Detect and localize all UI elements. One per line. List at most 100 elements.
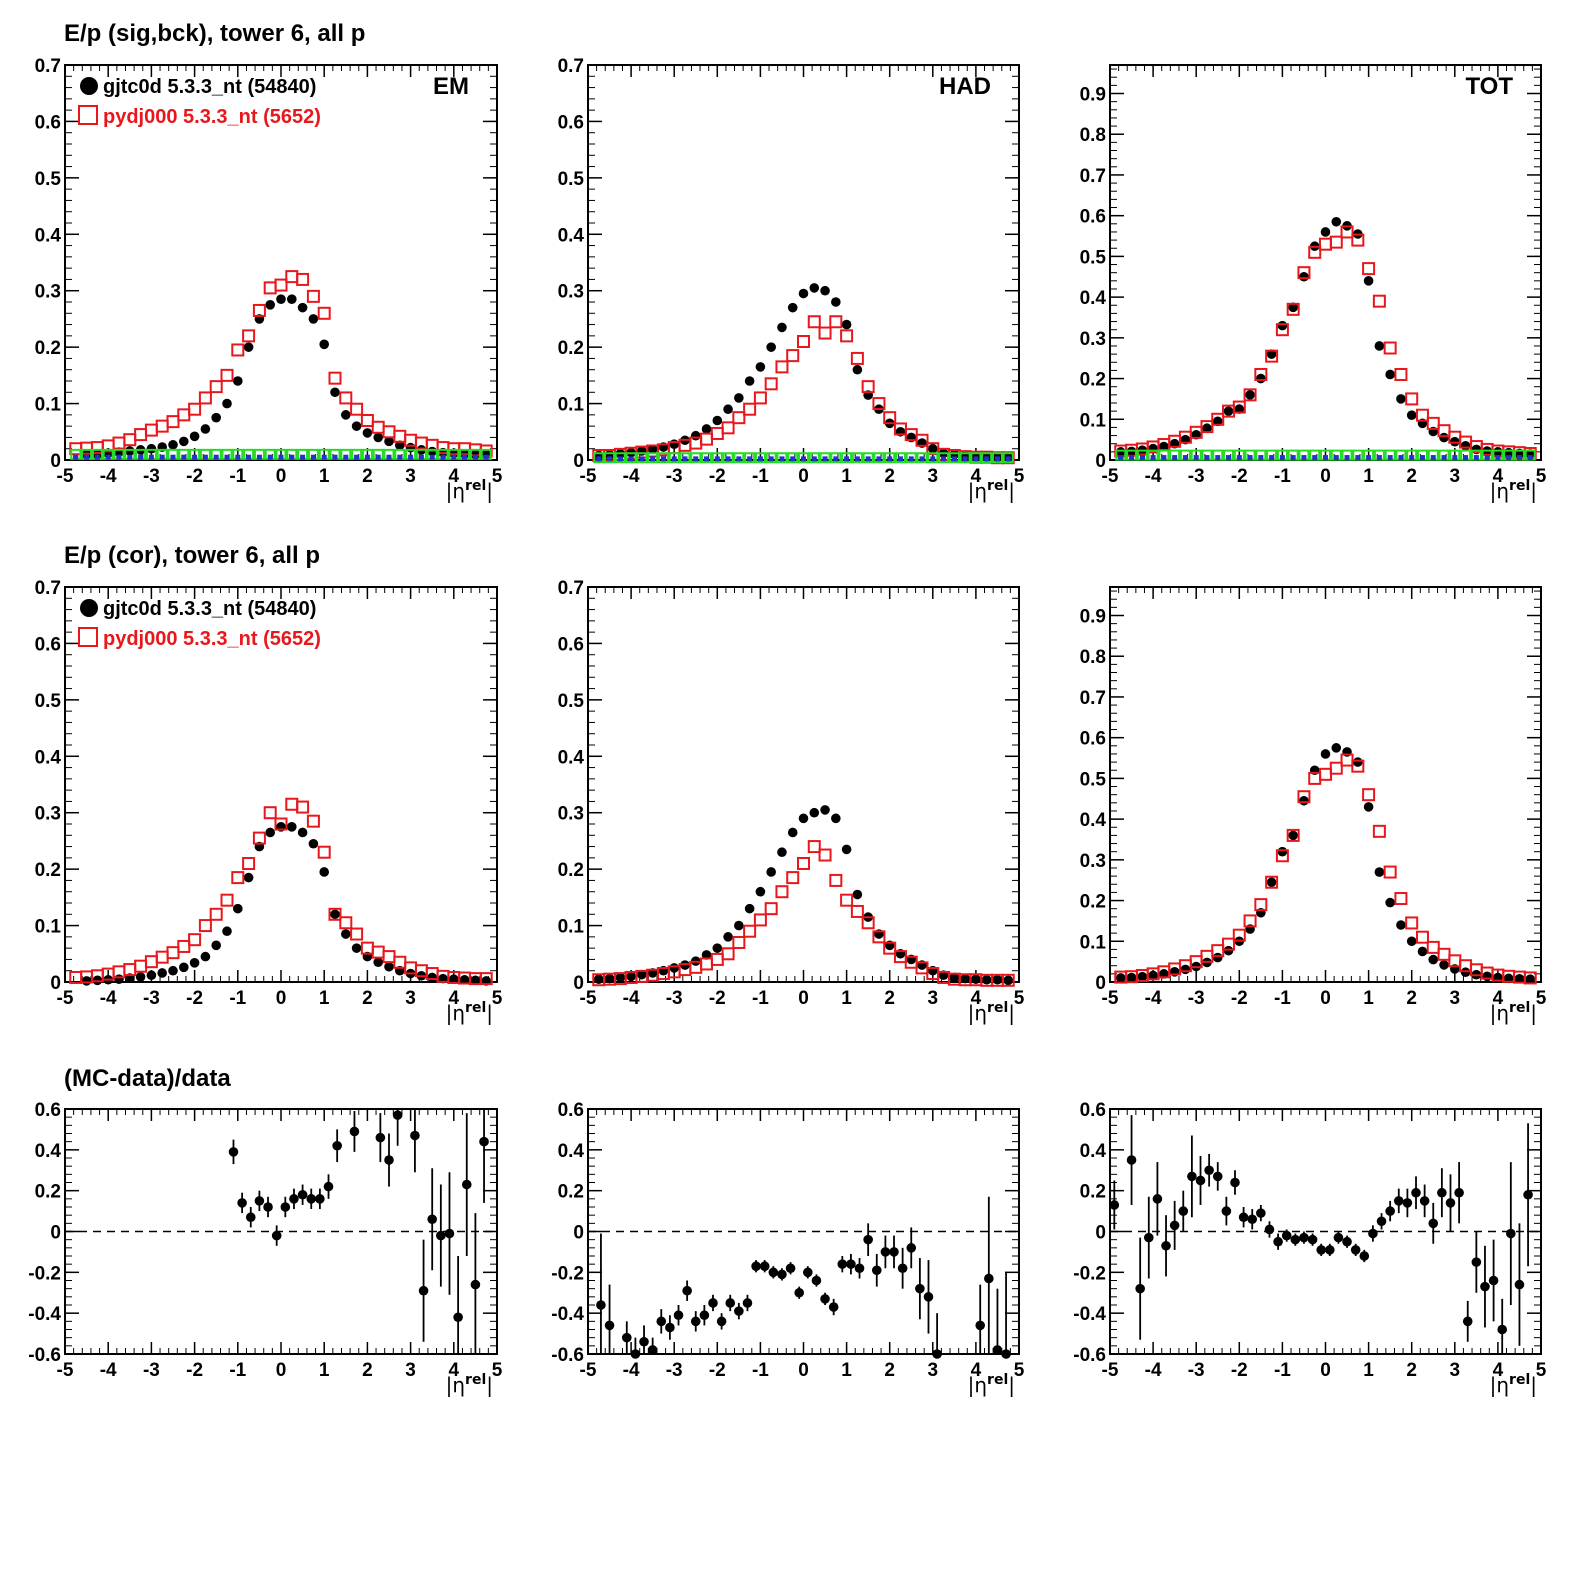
bck-blue-point [148,454,154,460]
x-tick-label: 3 [928,1360,939,1381]
data-point [351,421,362,431]
bck-green-point [830,452,842,464]
bck-blue-point [73,454,79,460]
y-tick-label: 0.6 [35,112,61,133]
data-point [1342,1236,1352,1247]
data-point [1212,1171,1223,1182]
x-tick-label: 5 [1536,466,1547,487]
x-tick-label: -2 [1231,988,1248,1009]
y-tick-label: 0.2 [1080,1182,1106,1203]
x-tick-label: -3 [143,466,160,487]
x-axis-label: |ηrel| [446,1372,493,1397]
y-tick-label: 0.5 [35,691,62,712]
x-tick-label: 4 [449,988,460,1009]
mc-point [1394,892,1408,906]
x-tick-label: -5 [57,988,74,1009]
y-tick-label: 0.2 [35,338,61,359]
x-tick-label: 2 [1406,1360,1417,1381]
bck-blue-point [1290,455,1296,461]
mc-point [209,907,223,921]
data-point [1419,1196,1430,1206]
bck-blue-point [408,454,414,460]
data-point [1439,432,1449,443]
y-tick-label: 0.6 [558,634,584,655]
x-tick-label: -2 [709,988,726,1009]
x-axis-label-sup: rel [1509,478,1530,494]
data-point [1307,1234,1318,1245]
y-tick-label: 0.4 [1080,288,1107,309]
mc-point [818,326,832,340]
x-tick-label: 4 [1493,466,1504,487]
data-point [1439,960,1449,970]
data-point [211,940,221,951]
bck-blue-point [725,456,731,462]
bck-blue-point [483,454,489,460]
data-point [984,1273,994,1284]
bck-green-point [722,452,734,464]
bck-blue-point [908,456,914,462]
x-tick-label: -4 [623,1360,640,1381]
data-point [276,294,286,304]
mc-point [1405,916,1419,930]
x-tick-label: 5 [492,466,503,487]
bck-blue-point [865,456,871,462]
x-tick-label: -2 [709,1360,726,1381]
mc-point [861,916,875,930]
x-tick-label: -1 [229,1360,246,1381]
data-point [1506,1228,1516,1239]
data-point [157,968,167,978]
mc-point [188,402,202,416]
data-point [222,926,232,937]
x-tick-label: 5 [1536,1360,1547,1381]
panel-cor-em: -5 -4 -3 -2 -1 0 1 2 3 4 5 0 0.1 0.2 0.3 0.4 0.5 0.6 0.7 |η… [35,578,503,1025]
panel-label: EM [433,73,469,100]
mc-point [177,939,191,953]
mc-point [1254,367,1268,381]
bck-green-point [690,452,702,464]
data-point [168,965,178,976]
y-tick-label: 0.2 [558,860,584,881]
data-point [373,957,384,968]
data-point [1363,802,1374,812]
mc-point [1351,759,1365,773]
data-point [1320,227,1331,237]
data-point [637,446,647,456]
mc-point [797,857,810,870]
data-point [777,1269,787,1280]
bck-blue-point [1495,455,1501,461]
data-point [1462,1316,1473,1327]
x-tick-label: 1 [319,988,330,1009]
data-point [1003,975,1014,986]
y-tick-label: -0.6 [28,1345,61,1366]
x-axis-label-sup: rel [987,1000,1008,1016]
bck-green-point [798,452,809,464]
data-point [470,1279,481,1290]
data-point [923,1292,934,1302]
x-axis-label-tail: | [1530,1373,1537,1397]
bck-blue-point [267,454,273,460]
mc-point [339,916,353,930]
panel-ratio-tot: -5 -4 -3 -2 -1 0 1 2 3 4 5 -0.6 -0.4 -0.2 0 0.2 0.4 0.6 |η… [1073,1100,1546,1397]
data-point [690,1316,701,1327]
data-point [1471,1257,1482,1267]
x-axis-label-sup: rel [465,1372,486,1388]
data-point [1374,867,1385,877]
mc-point [231,871,245,885]
y-tick-label: 0.7 [1080,166,1106,187]
bck-blue-point [1409,455,1415,461]
mc-point [1405,392,1419,406]
data-point [992,1345,1003,1355]
x-tick-label: 5 [492,1360,503,1381]
data-point [436,1230,446,1241]
x-tick-label: -3 [666,466,683,487]
data-point [168,439,178,450]
data-point [200,424,211,434]
y-tick-label: 0.1 [1080,932,1107,953]
data-point [889,1247,899,1257]
x-tick-label: 1 [1363,466,1374,487]
data-point [1221,1206,1232,1216]
bck-blue-point [1005,456,1011,462]
data-point [179,436,189,447]
mc-point [371,945,385,959]
legend-data-label: gjtc0d 5.3.3_nt (54840) [103,76,316,98]
